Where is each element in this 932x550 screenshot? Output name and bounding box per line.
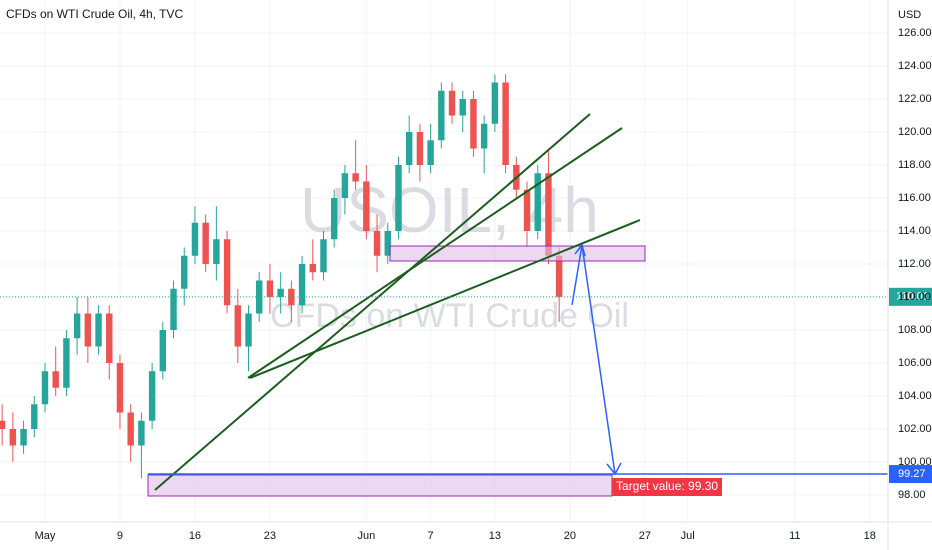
x-tick-label: 27 bbox=[639, 530, 651, 542]
candle-body bbox=[352, 173, 359, 182]
last-price-box bbox=[889, 287, 932, 306]
trendline bbox=[247, 127, 623, 379]
target-zone bbox=[147, 474, 613, 497]
candle-body bbox=[416, 132, 424, 165]
x-tick-label: 9 bbox=[117, 530, 123, 542]
candle-body bbox=[341, 173, 349, 198]
candle-body bbox=[0, 420, 6, 429]
y-tick-label: 124.00 bbox=[898, 60, 932, 72]
candle-body bbox=[459, 99, 466, 116]
target-price-label: 99.27 bbox=[898, 468, 926, 480]
y-tick-label: 98.00 bbox=[898, 489, 926, 501]
y-tick-label: 122.00 bbox=[898, 93, 932, 105]
candle-body bbox=[373, 231, 381, 256]
candle-body bbox=[20, 429, 27, 446]
candle-body bbox=[309, 264, 316, 273]
x-tick-label: Jun bbox=[357, 530, 375, 542]
y-tick-label: 118.00 bbox=[898, 159, 931, 171]
candle-body bbox=[191, 222, 199, 256]
candle-body bbox=[116, 363, 124, 413]
candle-body bbox=[266, 280, 274, 297]
x-tick-label: 18 bbox=[864, 530, 876, 542]
candle-body bbox=[256, 280, 263, 314]
candle-body bbox=[320, 239, 327, 273]
y-unit: USD bbox=[898, 9, 921, 21]
x-tick-label: 11 bbox=[789, 530, 800, 542]
watermark-subtitle: CFDs on WTI Crude Oil bbox=[270, 297, 629, 335]
x-tick-label: 20 bbox=[564, 530, 576, 542]
x-tick-label: Jul bbox=[681, 530, 695, 542]
candle-body bbox=[9, 429, 17, 446]
candle-body bbox=[95, 313, 102, 347]
y-tick-label: 102.00 bbox=[898, 423, 932, 435]
candle-body bbox=[202, 222, 209, 264]
candle-body bbox=[52, 371, 59, 388]
candle-body bbox=[502, 82, 509, 165]
y-tick-label: 104.00 bbox=[898, 390, 932, 402]
candle-body bbox=[138, 420, 145, 446]
y-tick-label: 106.00 bbox=[898, 357, 932, 369]
x-tick-label: 13 bbox=[489, 530, 501, 542]
candle-body bbox=[159, 330, 167, 372]
candle-body bbox=[534, 173, 541, 231]
trendline bbox=[249, 219, 641, 379]
x-tick-label: 23 bbox=[264, 530, 276, 542]
overlay: 110.01 99.27 bbox=[0, 287, 932, 484]
y-tick-label: 100.00 bbox=[898, 456, 932, 468]
candle-body bbox=[223, 239, 231, 306]
candle-body bbox=[427, 140, 434, 165]
candle-body bbox=[298, 264, 306, 306]
candle-body bbox=[234, 305, 242, 347]
candle-body bbox=[448, 90, 456, 116]
candle-body bbox=[491, 82, 499, 124]
x-tick-label: May bbox=[35, 530, 56, 542]
candle-body bbox=[41, 371, 49, 405]
y-tick-label: 108.00 bbox=[898, 324, 932, 336]
annotation-box bbox=[612, 478, 722, 496]
x-tick-label: 7 bbox=[428, 530, 434, 542]
candle-body bbox=[63, 338, 70, 388]
candle-body bbox=[438, 90, 445, 141]
candle-body bbox=[170, 288, 177, 330]
y-tick-label: 114.00 bbox=[898, 225, 931, 237]
trendline bbox=[154, 113, 591, 491]
candle-body bbox=[245, 313, 252, 347]
candle-body bbox=[405, 132, 413, 165]
candle-body bbox=[545, 173, 552, 256]
candle-body bbox=[555, 255, 563, 297]
arrow-head bbox=[574, 243, 586, 257]
candle-body bbox=[181, 255, 188, 289]
candle-body bbox=[73, 313, 81, 339]
candle-body bbox=[470, 99, 477, 149]
candle-body bbox=[31, 404, 38, 429]
target-price-box bbox=[889, 465, 932, 484]
annotation: Target value: 99.30 bbox=[616, 479, 718, 493]
candle-body bbox=[277, 288, 284, 297]
candle-body bbox=[106, 313, 113, 363]
y-tick-label: 112.00 bbox=[898, 258, 931, 270]
y-tick-label: 120.00 bbox=[898, 126, 932, 138]
candle-body bbox=[523, 189, 531, 231]
candle-body bbox=[84, 313, 92, 347]
candle-body bbox=[213, 239, 220, 264]
candle-body bbox=[480, 123, 488, 149]
candles bbox=[0, 74, 563, 479]
chart-title: CFDs on WTI Crude Oil, 4h, TVC bbox=[6, 7, 183, 21]
last-price-label: 110.01 bbox=[896, 291, 929, 303]
candle-body bbox=[384, 231, 391, 256]
candle-body bbox=[127, 412, 134, 446]
y-tick-label: 126.00 bbox=[898, 27, 932, 39]
candle-body bbox=[363, 181, 370, 231]
candle-body bbox=[330, 198, 338, 240]
y-tick-label: 110.00 bbox=[898, 291, 931, 303]
y-tick-label: 116.00 bbox=[898, 192, 931, 204]
x-tick-label: 16 bbox=[189, 530, 201, 542]
candle-body bbox=[148, 371, 156, 421]
candle-body bbox=[395, 165, 402, 231]
